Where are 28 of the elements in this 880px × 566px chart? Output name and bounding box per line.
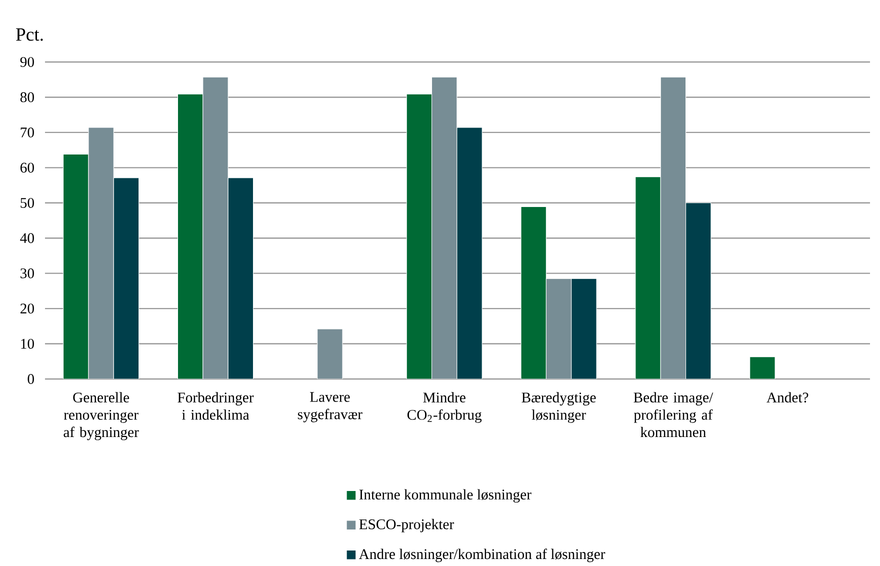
x-tick-label: Bæredygtige løsninger bbox=[522, 392, 596, 423]
y-tick-label: 40 bbox=[20, 232, 34, 243]
x-tick-label: Andet? bbox=[766, 392, 808, 402]
y-tick-label: 20 bbox=[20, 303, 34, 314]
y-tick-label: 50 bbox=[20, 198, 34, 208]
y-tick-label: 30 bbox=[20, 268, 34, 278]
x-tick-label: Bedre image/ profilering af kommunen bbox=[634, 392, 714, 437]
legend-label: ESCO-projekter bbox=[359, 518, 454, 532]
legend-label: Andre løsninger/kombination af løsninger bbox=[358, 548, 606, 562]
y-tick-label: 70 bbox=[20, 127, 34, 138]
y-tick-label: 90 bbox=[20, 56, 34, 67]
y-tick-label: 0 bbox=[28, 374, 34, 384]
bar bbox=[88, 127, 114, 379]
bar bbox=[202, 76, 228, 379]
y-axis-title: Pct. bbox=[16, 28, 43, 41]
y-tick-label: 10 bbox=[21, 338, 34, 348]
x-tick-label: Lavere sygefravær bbox=[298, 392, 362, 422]
bar bbox=[431, 76, 458, 379]
bar bbox=[546, 278, 572, 379]
x-tick-label: Generelle renoveringer af bygninger bbox=[64, 392, 139, 440]
x-tick-label: Mindre CO$_{2}$-forbrug bbox=[407, 392, 482, 423]
bar bbox=[317, 328, 343, 379]
x-tick-label: Forbedringer i indeklima bbox=[178, 392, 254, 420]
bar bbox=[750, 356, 776, 379]
y-tick-label: 80 bbox=[20, 92, 34, 102]
bar bbox=[660, 76, 686, 379]
y-tick-label: 60 bbox=[20, 162, 34, 172]
legend-label: Interne kommunale løsninger bbox=[359, 488, 532, 502]
